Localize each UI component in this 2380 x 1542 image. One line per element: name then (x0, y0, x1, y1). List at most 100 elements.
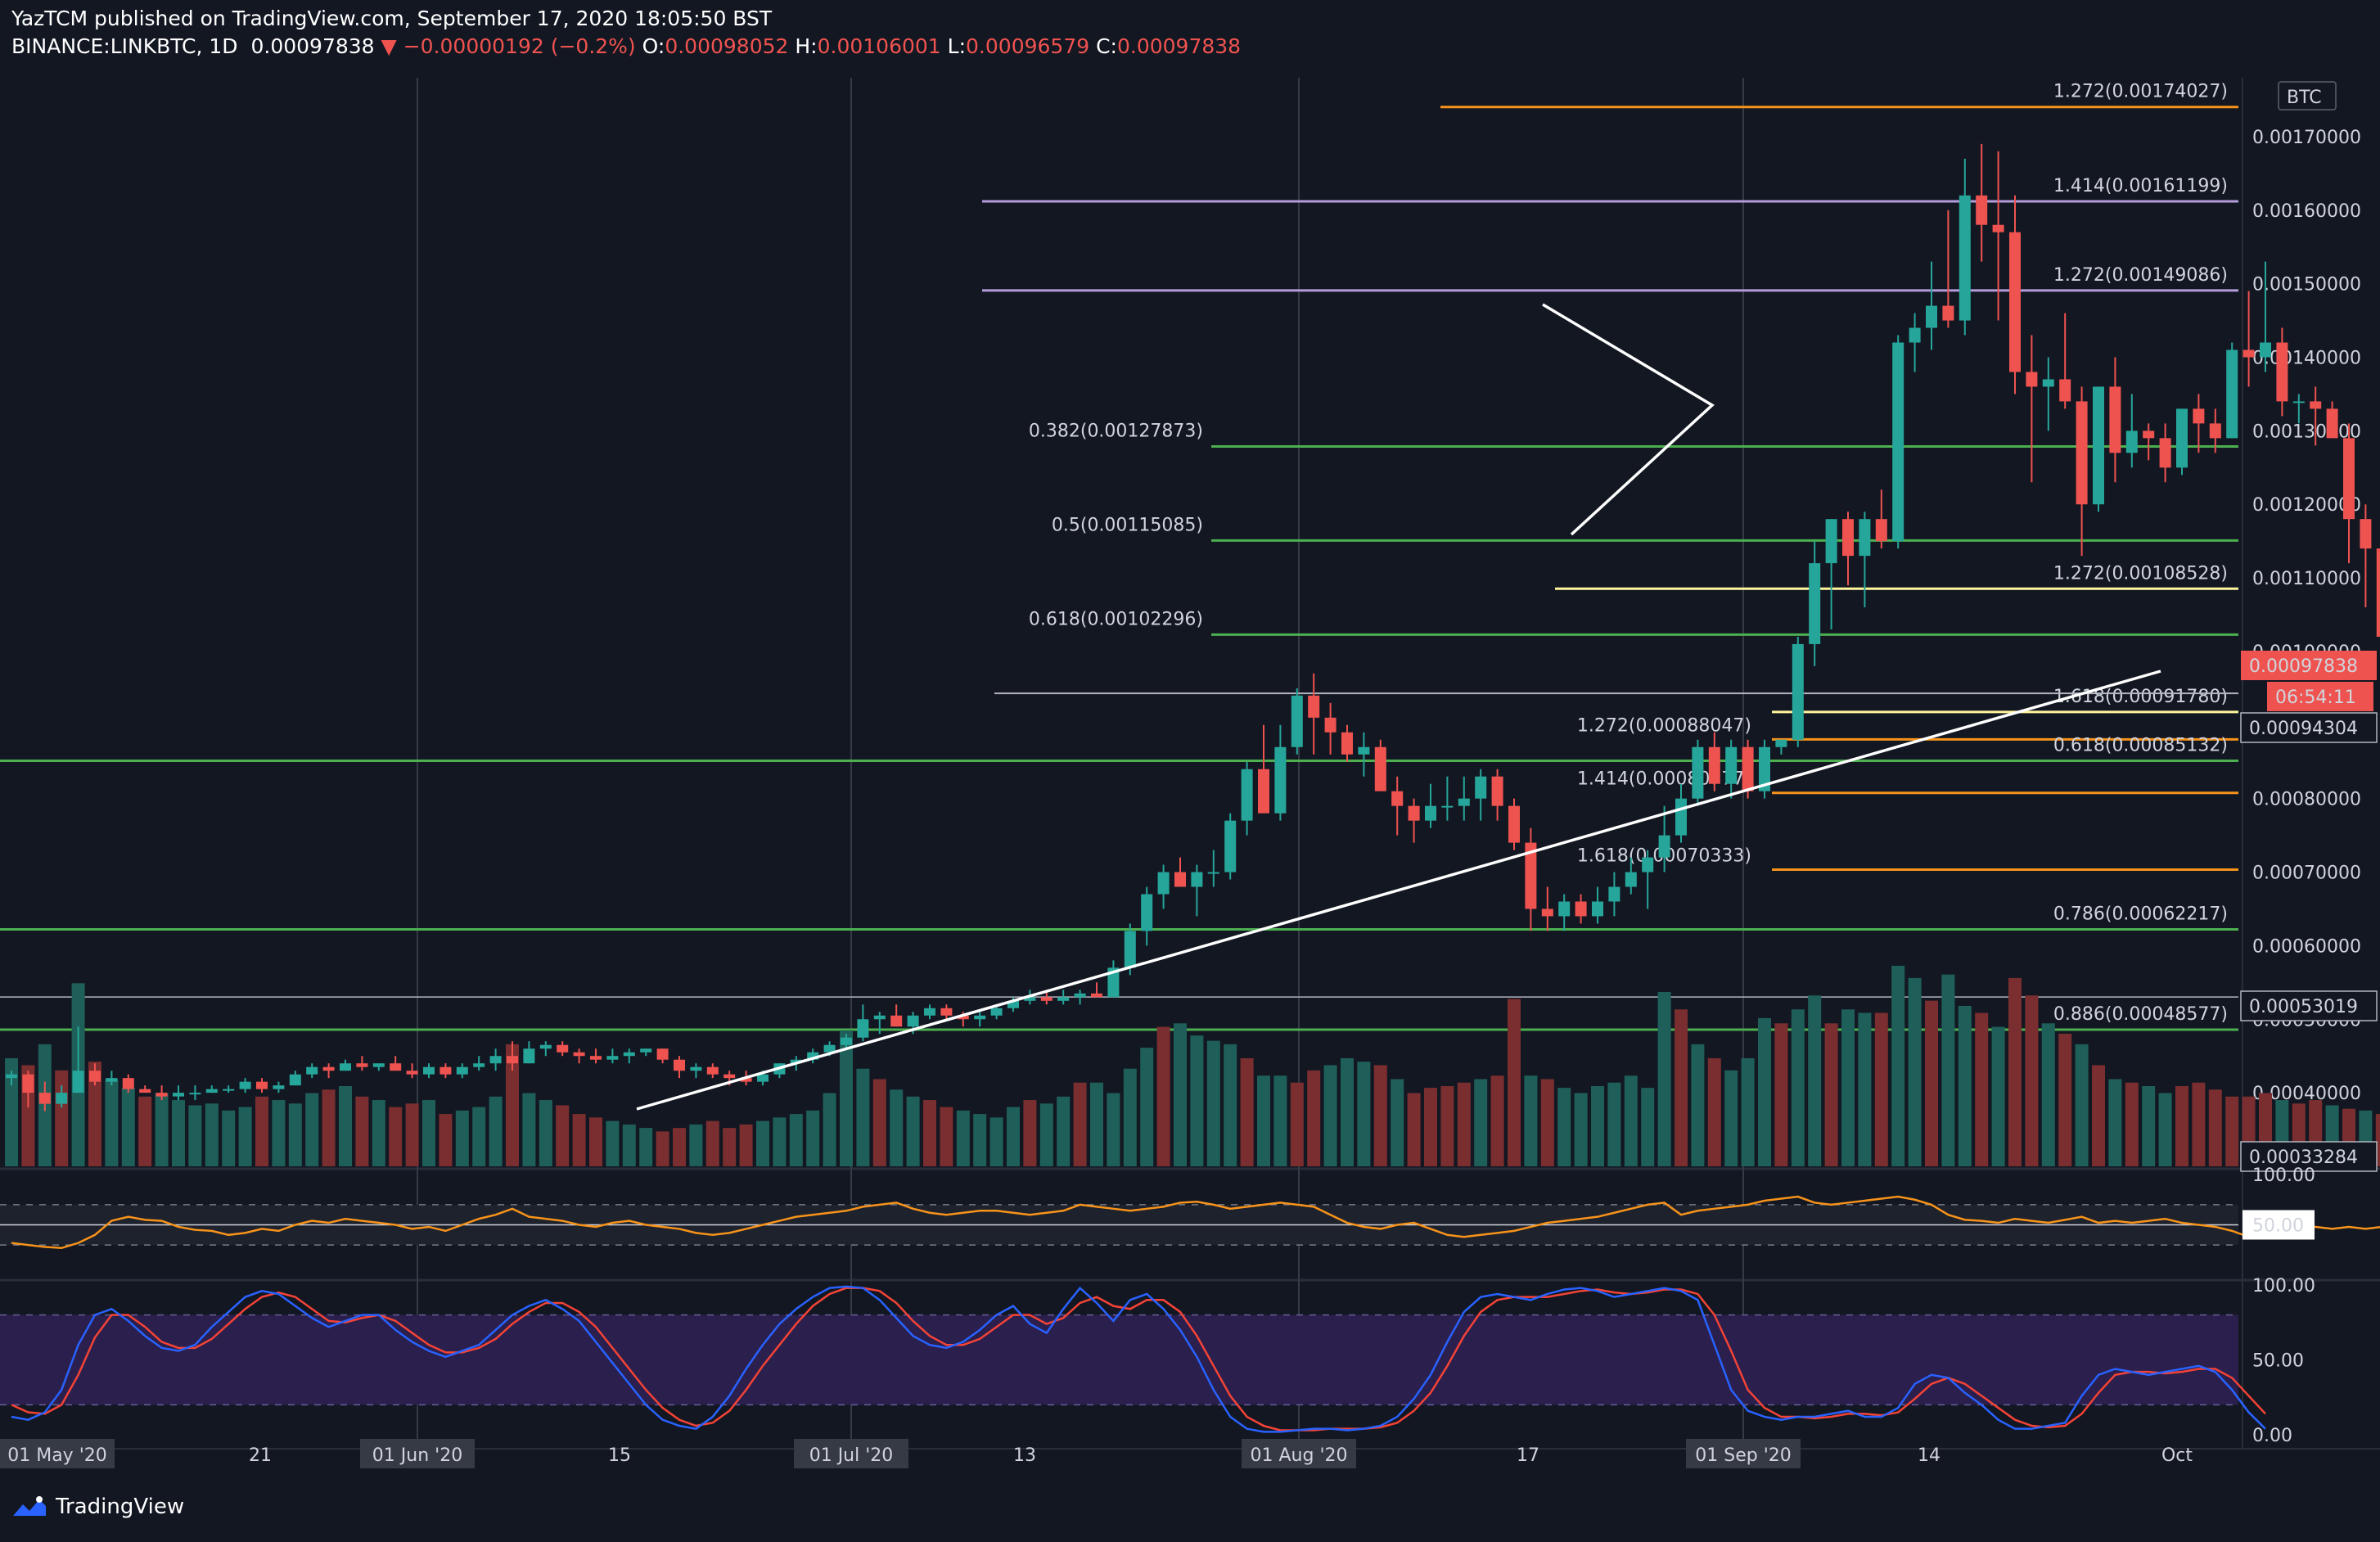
x-tick-label: 01 May '20 (7, 1445, 107, 1466)
volume-bar (2041, 1023, 2055, 1166)
volume-bar (1273, 1075, 1287, 1166)
volume-bar (1007, 1107, 1020, 1166)
candle-body (1408, 805, 1420, 821)
volume-bar (1874, 1012, 1888, 1166)
rsi-tick-label: 100.00 (2252, 1166, 2315, 1186)
candle-body (89, 1071, 101, 1082)
candle-body (841, 1037, 852, 1045)
candle-body (1258, 769, 1269, 814)
candle-body (2125, 431, 2138, 453)
candle-body (1976, 195, 1988, 225)
symbol-label[interactable]: BINANCE:LINKBTC, 1D (11, 34, 238, 58)
candle-body (439, 1066, 452, 1075)
candle-body (1107, 967, 1120, 998)
candle-body (1191, 872, 1203, 887)
volume-bar (2225, 1096, 2239, 1166)
volume-bar (88, 1062, 101, 1166)
candle-body (489, 1056, 502, 1064)
volume-bar (806, 1110, 820, 1166)
candle-body (1040, 997, 1053, 1001)
candle-body (2159, 438, 2171, 468)
candle-body (790, 1059, 802, 1064)
price-tag (2240, 712, 2378, 743)
candle-body (1592, 901, 1603, 917)
candle-body (523, 1048, 535, 1064)
volume-bar (2092, 1065, 2105, 1166)
volume-bar (1675, 1009, 1688, 1166)
fib-level-label: 0.618(0.00085132) (2053, 736, 2228, 756)
volume-bar (1641, 1088, 1655, 1166)
volume-bar (906, 1096, 920, 1166)
candle-body (289, 1074, 301, 1086)
x-tick-label: 01 Aug '20 (1251, 1445, 1348, 1466)
volume-bar (1057, 1096, 1071, 1166)
volume-bar (522, 1093, 536, 1166)
publish-line: YazTCM published on TradingView.com, Sep… (11, 7, 773, 30)
candle-body (1525, 842, 1537, 909)
volume-bar (1657, 991, 1671, 1166)
price-tag-label: 0.00053019 (2249, 997, 2358, 1017)
candle-body (1174, 872, 1186, 887)
candle-body (1391, 791, 1404, 806)
x-tick-box (1686, 1439, 1801, 1468)
price-tag-label: 0.00033284 (2249, 1147, 2358, 1168)
candle-body (1308, 695, 1320, 718)
volume-bar (689, 1124, 703, 1166)
volume-bar (1357, 1062, 1371, 1166)
x-tick-label: 21 (249, 1445, 272, 1466)
candle-body (823, 1044, 836, 1053)
candle-body (907, 1015, 919, 1027)
down-arrow-icon: ▼ (381, 34, 397, 58)
currency-box (2278, 81, 2337, 110)
candle-body (1458, 798, 1470, 806)
fib-level-label: 0.382(0.00127873) (1029, 421, 1203, 441)
stoch-k-line (11, 1285, 2266, 1433)
volume-bar (455, 1110, 469, 1166)
volume-bar (1490, 1075, 1504, 1166)
volume-bar (272, 1100, 286, 1166)
candle-body (674, 1059, 685, 1071)
candle-body (2292, 401, 2305, 404)
volume-bar (389, 1107, 403, 1166)
volume-bar (1557, 1088, 1571, 1166)
volume-bar (1240, 1057, 1254, 1166)
candle-body (807, 1052, 819, 1060)
candle-body (1057, 997, 1070, 1001)
volume-bar (1624, 1075, 1638, 1166)
candle-body (306, 1066, 318, 1075)
volume-bar (1508, 999, 1521, 1166)
candle-body (6, 1074, 17, 1079)
candle-body (1909, 327, 1921, 343)
volume-bar (1591, 1086, 1604, 1166)
volume-bar (1991, 1026, 2005, 1166)
volume-bar (2108, 1079, 2122, 1166)
candle-body (590, 1056, 602, 1060)
candle-body (1759, 746, 1770, 791)
volume-bar (1090, 1082, 1103, 1166)
candle-body (1274, 746, 1287, 814)
candle-body (1875, 519, 1887, 542)
candle-body (2360, 519, 2372, 549)
candle-body (2376, 548, 2380, 637)
x-tick-label: 13 (1013, 1445, 1036, 1466)
candle-body (1124, 931, 1136, 968)
price-tag-label: 06:54:11 (2275, 688, 2356, 708)
candle-body (22, 1074, 34, 1093)
volume-bar (656, 1131, 669, 1166)
volume-bar (1574, 1093, 1588, 1166)
y-tick-label: 0.00120000 (2252, 495, 2361, 516)
rsi-line (11, 1195, 2380, 1250)
candle-body (1809, 563, 1821, 644)
candle-body (1475, 776, 1487, 799)
candle-body (1324, 717, 1336, 733)
candle-body (1942, 305, 1954, 321)
candle-body (2093, 386, 2104, 505)
candle-body (390, 1063, 402, 1071)
y-tick-label: 0.00160000 (2252, 201, 2361, 222)
volume-bar (255, 1096, 268, 1166)
candle-body (606, 1056, 619, 1060)
x-tick-label: 01 Jul '20 (809, 1445, 894, 1466)
volume-bar (923, 1100, 936, 1166)
candle-body (2310, 401, 2322, 409)
